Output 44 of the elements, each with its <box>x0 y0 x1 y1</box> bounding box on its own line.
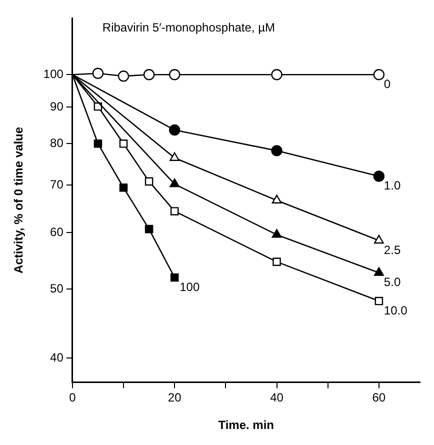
point <box>170 207 179 216</box>
point <box>168 124 180 136</box>
series-label: 2.5 <box>384 242 401 257</box>
point <box>373 69 385 80</box>
series-label: 1.0 <box>384 178 401 193</box>
y-tick-label: 60 <box>50 224 64 239</box>
point <box>271 69 282 80</box>
y-tick-label: 90 <box>50 100 64 114</box>
point <box>170 273 179 282</box>
point <box>170 178 180 188</box>
x-tick-label: 20 <box>168 390 182 405</box>
series-label: 0 <box>384 76 391 91</box>
y-tick-label: 80 <box>50 136 64 150</box>
point <box>118 70 130 82</box>
point <box>119 140 128 148</box>
point <box>168 69 180 80</box>
point <box>272 194 282 204</box>
point <box>143 69 155 80</box>
x-axis-title: Time. min <box>218 418 274 432</box>
point <box>374 296 384 306</box>
y-tick-label: 40 <box>50 350 64 364</box>
y-tick-label: 50 <box>50 281 64 296</box>
point <box>374 234 384 244</box>
point <box>272 229 282 238</box>
legend-title: Ribavirin 5′-monophosphate, µM <box>102 20 276 35</box>
y-tick-label: 100 <box>43 66 64 81</box>
x-tick-label: 60 <box>372 390 386 405</box>
point <box>92 68 104 79</box>
series-label: 5.0 <box>384 275 401 290</box>
point <box>373 170 385 182</box>
point <box>94 140 102 148</box>
x-tick-label: 40 <box>270 390 284 405</box>
x-tick-label: 0 <box>69 390 76 405</box>
y-tick-label: 70 <box>50 177 64 192</box>
point <box>170 152 180 161</box>
point <box>272 258 281 266</box>
point <box>271 145 282 156</box>
point <box>119 183 128 192</box>
series-label: 100 <box>180 280 200 294</box>
series-label: 10.0 <box>384 303 408 318</box>
point <box>374 267 384 276</box>
point <box>144 224 154 234</box>
y-axis-title: Activity, % of 0 time value <box>12 126 26 274</box>
point <box>144 177 154 186</box>
